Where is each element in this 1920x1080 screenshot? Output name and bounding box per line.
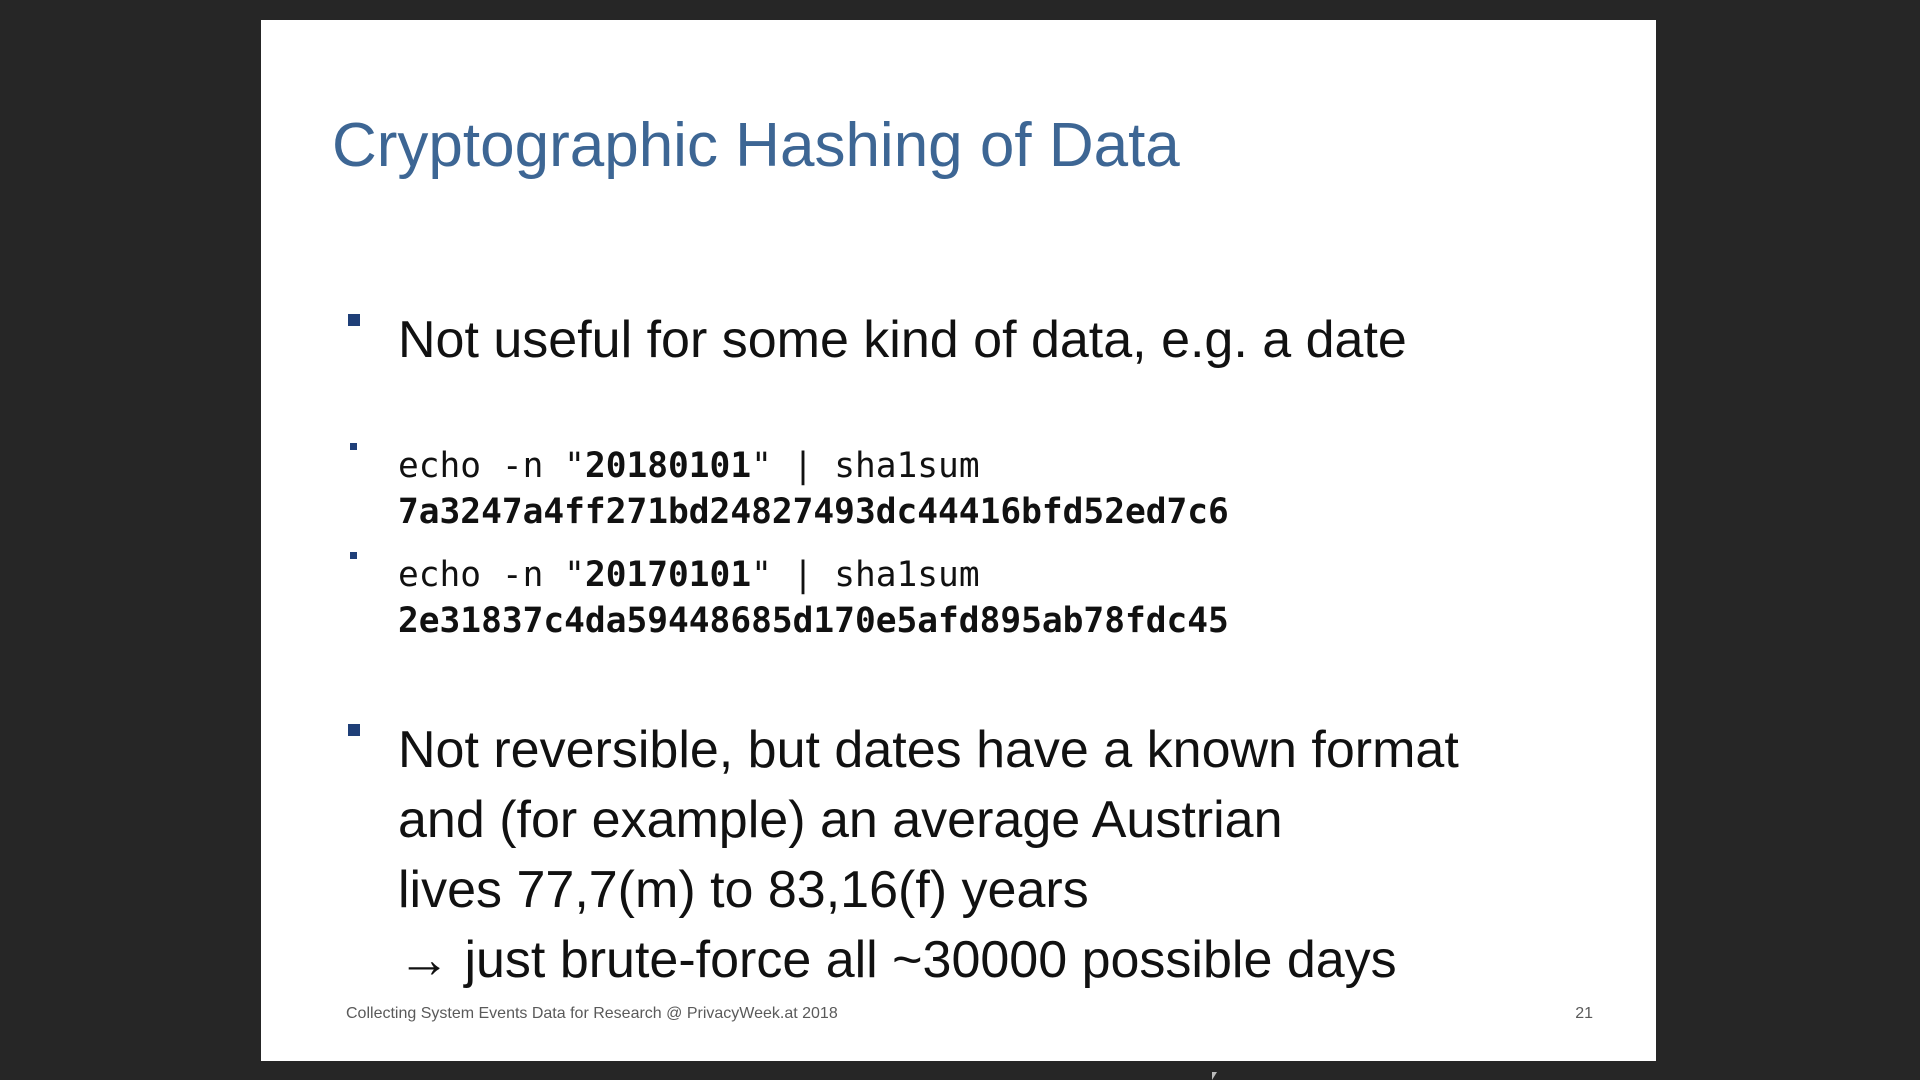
slide-title: Cryptographic Hashing of Data [332, 111, 1180, 180]
code-block-2018: echo -n "20180101" | sha1sum 7a3247a4ff2… [398, 443, 1229, 535]
sub-bullet-marker [350, 443, 357, 450]
presentation-slide: Cryptographic Hashing of Data Not useful… [261, 20, 1656, 1061]
sub-bullet-marker [350, 552, 357, 559]
bullet-marker [348, 314, 360, 326]
bullet-line: Not reversible, but dates have a known f… [398, 721, 1459, 779]
bullet-marker [348, 724, 360, 736]
command-line: echo -n "20170101" | sha1sum [398, 555, 980, 595]
code-block-2017: echo -n "20170101" | sha1sum 2e31837c4da… [398, 552, 1229, 644]
mouse-cursor-icon [1212, 1072, 1217, 1080]
bullet-line: and (for example) an average Austrian [398, 791, 1283, 849]
bullet-text-multiline: Not reversible, but dates have a known f… [398, 715, 1459, 995]
command-line: echo -n "20180101" | sha1sum [398, 446, 980, 486]
hash-output: 7a3247a4ff271bd24827493dc44416bfd52ed7c6 [398, 492, 1229, 532]
bullet-line: → just brute-force all ~30000 possible d… [398, 931, 1397, 989]
page-number: 21 [1575, 1005, 1593, 1022]
hash-output: 2e31837c4da59448685d170e5afd895ab78fdc45 [398, 601, 1229, 641]
slide-footer: Collecting System Events Data for Resear… [346, 1005, 838, 1022]
bullet-line: lives 77,7(m) to 83,16(f) years [398, 861, 1089, 919]
bullet-text: Not useful for some kind of data, e.g. a… [398, 311, 1407, 369]
